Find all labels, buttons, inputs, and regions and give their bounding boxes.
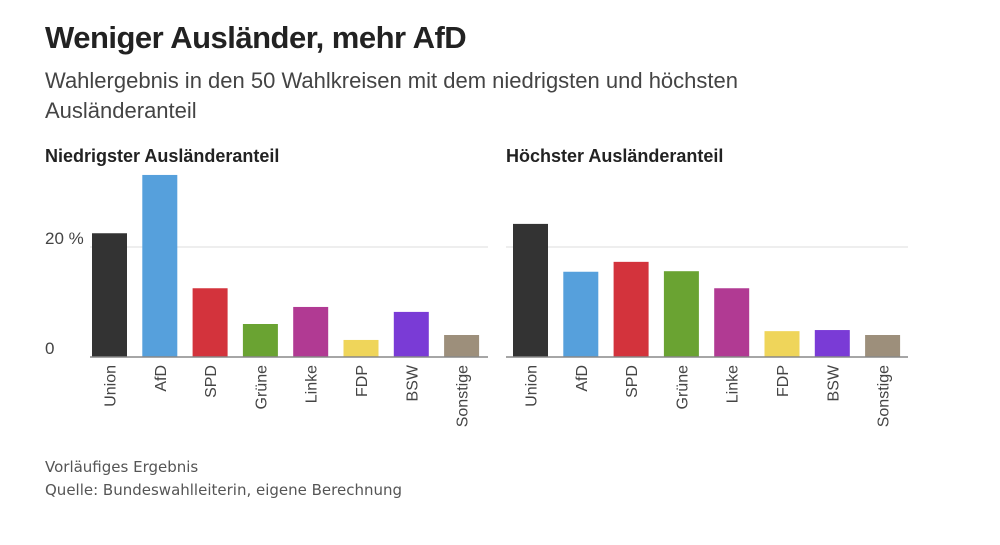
bar-linke bbox=[714, 288, 750, 357]
x-tick-label: Grüne bbox=[674, 365, 691, 410]
x-tick-label: Union bbox=[524, 365, 541, 407]
chart-title: Weniger Ausländer, mehr AfD bbox=[45, 20, 467, 55]
x-tick-label: Union bbox=[103, 365, 120, 407]
panel-title-highest: Höchster Ausländeranteil bbox=[506, 146, 724, 166]
footer: Vorläufiges Ergebnis Quelle: Bundeswahll… bbox=[45, 456, 402, 502]
x-tick-label: FDP bbox=[775, 365, 792, 397]
bar-bsw bbox=[814, 330, 850, 357]
bar-spd bbox=[192, 288, 228, 357]
bar-fdp bbox=[343, 339, 379, 357]
bar-fdp bbox=[764, 331, 800, 357]
x-tick-label: SPD bbox=[624, 365, 641, 398]
bar-sonstige bbox=[865, 335, 901, 357]
bar-afd bbox=[563, 271, 599, 357]
y-tick-label: 20 % bbox=[45, 229, 84, 248]
footer-note: Vorläufiges Ergebnis bbox=[45, 458, 199, 476]
bar-grüne bbox=[663, 271, 699, 357]
x-tick-label: Linke bbox=[725, 365, 742, 403]
bar-union bbox=[513, 223, 548, 357]
x-tick-label: SPD bbox=[203, 365, 220, 398]
bar-spd bbox=[613, 261, 649, 357]
x-tick-label: AfD bbox=[153, 365, 170, 392]
x-tick-label: Sonstige bbox=[876, 365, 893, 427]
x-tick-label: BSW bbox=[825, 364, 842, 401]
footer-source: Quelle: Bundeswahlleiterin, eigene Berec… bbox=[45, 481, 403, 499]
chart-subtitle: Wahlergebnis in den 50 Wahlkreisen mit d… bbox=[45, 68, 738, 123]
x-tick-label: AfD bbox=[574, 365, 591, 392]
bar-linke bbox=[293, 306, 329, 357]
bar-union bbox=[92, 233, 127, 357]
bar-bsw bbox=[393, 311, 429, 357]
bar-sonstige bbox=[444, 335, 480, 357]
y-tick-label: 0 bbox=[45, 339, 54, 358]
bar-afd bbox=[142, 174, 178, 357]
panel-title-lowest: Niedrigster Ausländeranteil bbox=[45, 146, 280, 166]
x-tick-label: Linke bbox=[304, 365, 321, 403]
x-tick-label: Sonstige bbox=[455, 365, 472, 427]
bar-grüne bbox=[242, 324, 278, 357]
x-tick-label: FDP bbox=[354, 365, 371, 397]
x-tick-label: Grüne bbox=[253, 365, 270, 410]
x-tick-label: BSW bbox=[404, 364, 421, 401]
